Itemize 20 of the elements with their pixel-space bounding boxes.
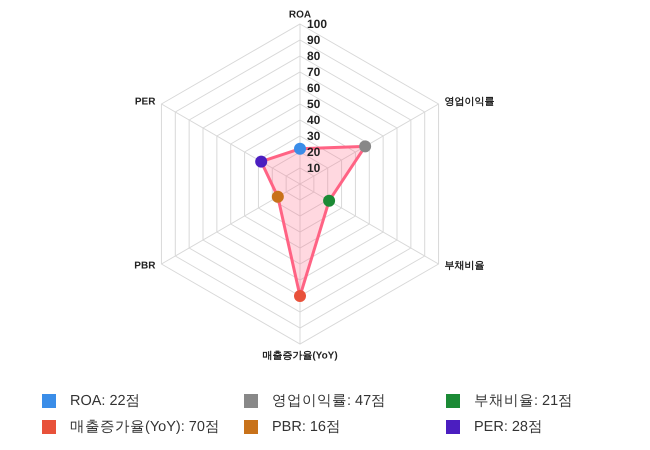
y-tick-label: 30 xyxy=(307,129,320,143)
y-tick-label: 10 xyxy=(307,161,320,175)
y-tick-label: 60 xyxy=(307,81,320,95)
spoke-label: PBR xyxy=(134,260,156,272)
y-tick-label: 90 xyxy=(307,33,320,47)
y-tick-label: 20 xyxy=(307,145,320,159)
spoke-label: 매출증가율(YoY) xyxy=(262,350,338,362)
y-tick-label: 80 xyxy=(307,49,320,63)
spoke-label: 영업이익률 xyxy=(444,96,495,108)
legend-label: 영업이익률: 47점 xyxy=(272,393,386,409)
legend-label: 매출증가율(YoY): 70점 xyxy=(70,419,220,435)
legend-label: 부채비율: 21점 xyxy=(474,393,574,409)
spoke-label: PER xyxy=(134,96,156,108)
spoke-label: 부채비율 xyxy=(444,260,485,272)
legend-label: PBR: 16점 xyxy=(272,419,341,435)
legend-label: ROA: 22점 xyxy=(70,393,141,409)
y-tick-label: 70 xyxy=(307,65,320,79)
legend-label: PER: 28점 xyxy=(474,419,543,435)
y-tick-label: 50 xyxy=(307,97,320,111)
y-tick-label: 40 xyxy=(307,113,320,127)
